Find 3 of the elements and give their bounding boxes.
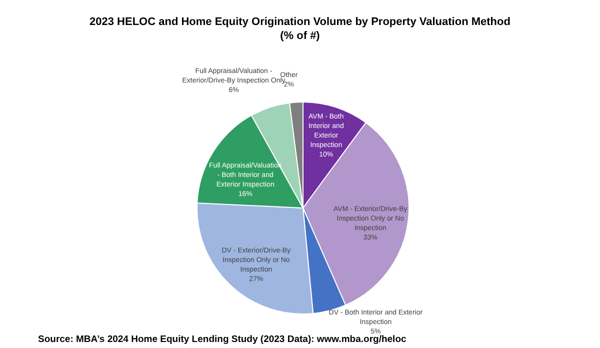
chart-subtitle: (% of #) (279, 30, 321, 42)
chart-title: 2023 HELOC and Home Equity Origination Volume by Property Valuation Method (88, 16, 512, 28)
source-note: Source: MBA’s 2024 Home Equity Lending Study (2023 Data): www.mba.org/heloc (38, 334, 406, 345)
